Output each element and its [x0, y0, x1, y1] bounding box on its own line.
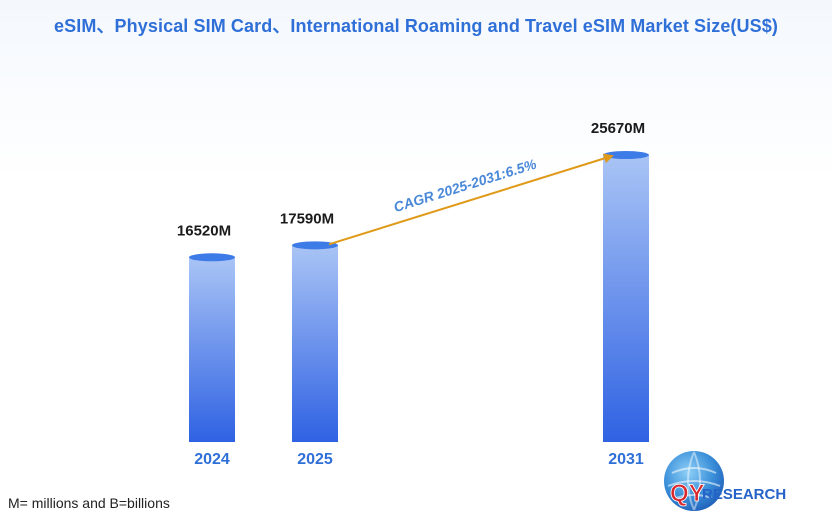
logo-research: RESEARCH	[702, 486, 786, 503]
annotation-layer: CAGR 2025-2031:6.5%	[328, 153, 614, 246]
chart-title: eSIM、Physical SIM Card、International Roa…	[54, 16, 778, 36]
bar-2025	[292, 245, 338, 442]
bar-cap-2031	[603, 151, 649, 159]
qyresearch-logo: QY RESEARCH	[664, 451, 786, 511]
bar-2024	[189, 257, 235, 442]
bar-cap-2025	[292, 241, 338, 250]
value-label-2024: 16520M	[177, 222, 231, 239]
value-label-2025: 17590M	[280, 210, 334, 227]
logo-qy: QY	[670, 480, 705, 507]
bar-cap-2024	[189, 253, 235, 262]
bars-layer: 16520M 2024 17590M 2025 25670M 2031	[177, 120, 649, 468]
footnote: M= millions and B=billions	[8, 495, 170, 511]
value-label-2031: 25670M	[591, 120, 645, 137]
bar-2031	[603, 155, 649, 442]
cagr-arrow	[328, 153, 614, 246]
category-label-2024: 2024	[194, 451, 230, 468]
category-label-2031: 2031	[608, 451, 644, 468]
category-label-2025: 2025	[297, 451, 333, 468]
